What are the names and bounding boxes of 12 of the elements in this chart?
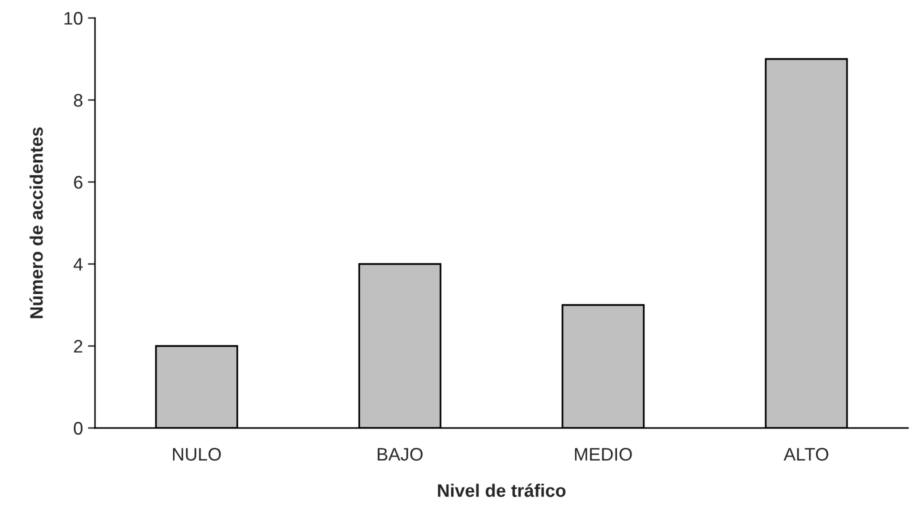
x-axis-title: Nivel de tráfico [438, 484, 566, 497]
x-tick-label: MEDIO [575, 448, 632, 461]
x-tick-label: ALTO [784, 448, 828, 461]
x-tick-label: NULO [173, 448, 221, 461]
y-tick-label: 8 [74, 94, 82, 107]
y-tick-label: 6 [74, 176, 82, 189]
y-tick-label: 4 [74, 258, 83, 271]
y-tick-label: 2 [74, 340, 82, 353]
y-tick-label: 10 [64, 12, 82, 25]
y-tick-label: 0 [74, 422, 82, 435]
y-axis-title: Número de accidentes [29, 127, 43, 318]
x-tick-label: BAJO [378, 448, 423, 461]
